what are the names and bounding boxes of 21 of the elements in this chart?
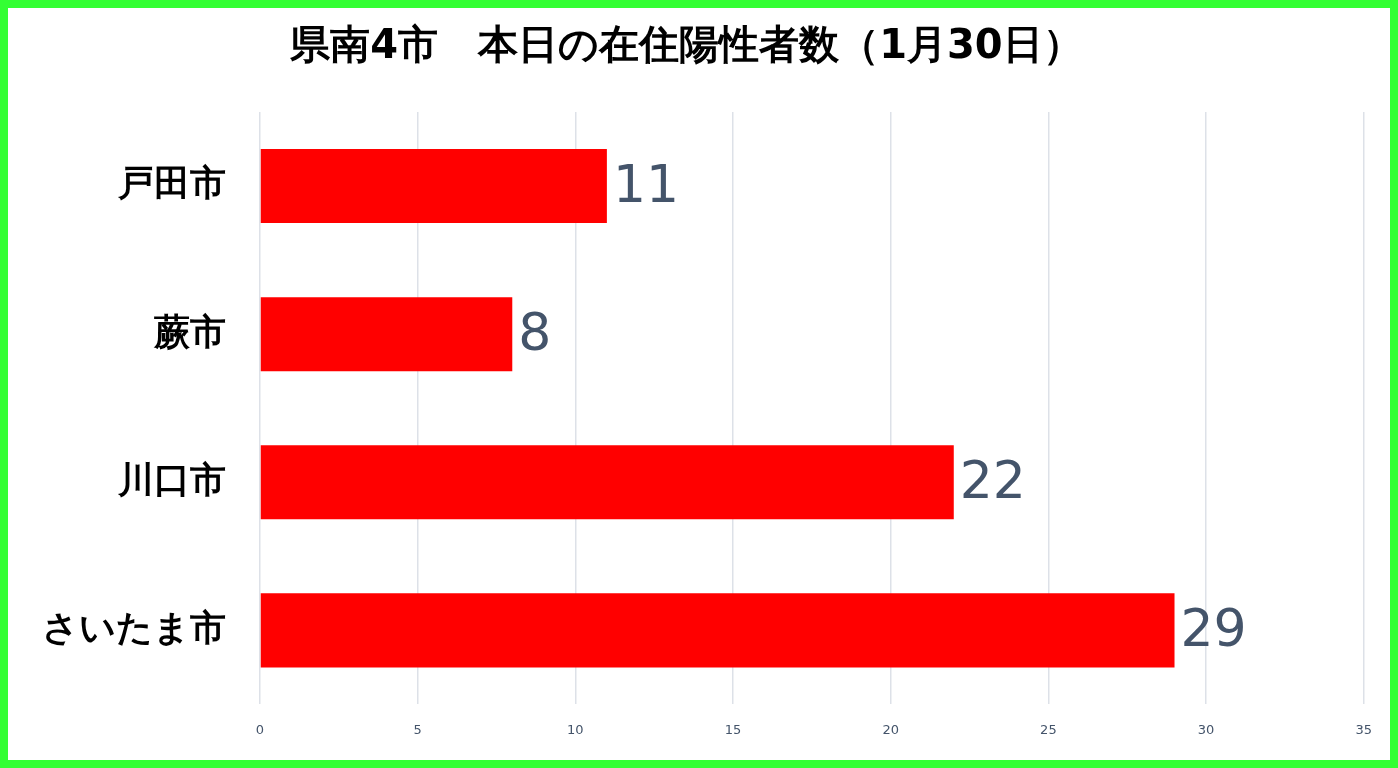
data-label: 22	[959, 449, 1026, 510]
data-label: 8	[518, 301, 552, 362]
chart-title: 県南4市 本日の在住陽性者数（1月30日）	[289, 21, 1083, 68]
bar	[260, 149, 607, 224]
x-tick-label: 35	[1355, 721, 1372, 737]
y-tick-label: 戸田市	[117, 162, 226, 204]
x-tick-label: 10	[567, 721, 584, 737]
x-tick-label: 25	[1040, 721, 1057, 737]
y-tick-label: さいたま市	[42, 606, 226, 648]
bar	[260, 297, 513, 372]
y-tick-label: 川口市	[117, 458, 226, 500]
data-label: 11	[612, 153, 680, 214]
x-tick-label: 20	[882, 721, 899, 737]
bar	[260, 593, 1175, 668]
data-label: 29	[1180, 597, 1247, 658]
bar	[260, 445, 954, 520]
x-tick-label: 5	[413, 721, 422, 737]
x-tick-label: 0	[255, 721, 265, 737]
y-tick-label: 蕨市	[153, 310, 226, 352]
x-tick-label: 15	[724, 721, 742, 737]
x-tick-label: 30	[1197, 721, 1215, 737]
